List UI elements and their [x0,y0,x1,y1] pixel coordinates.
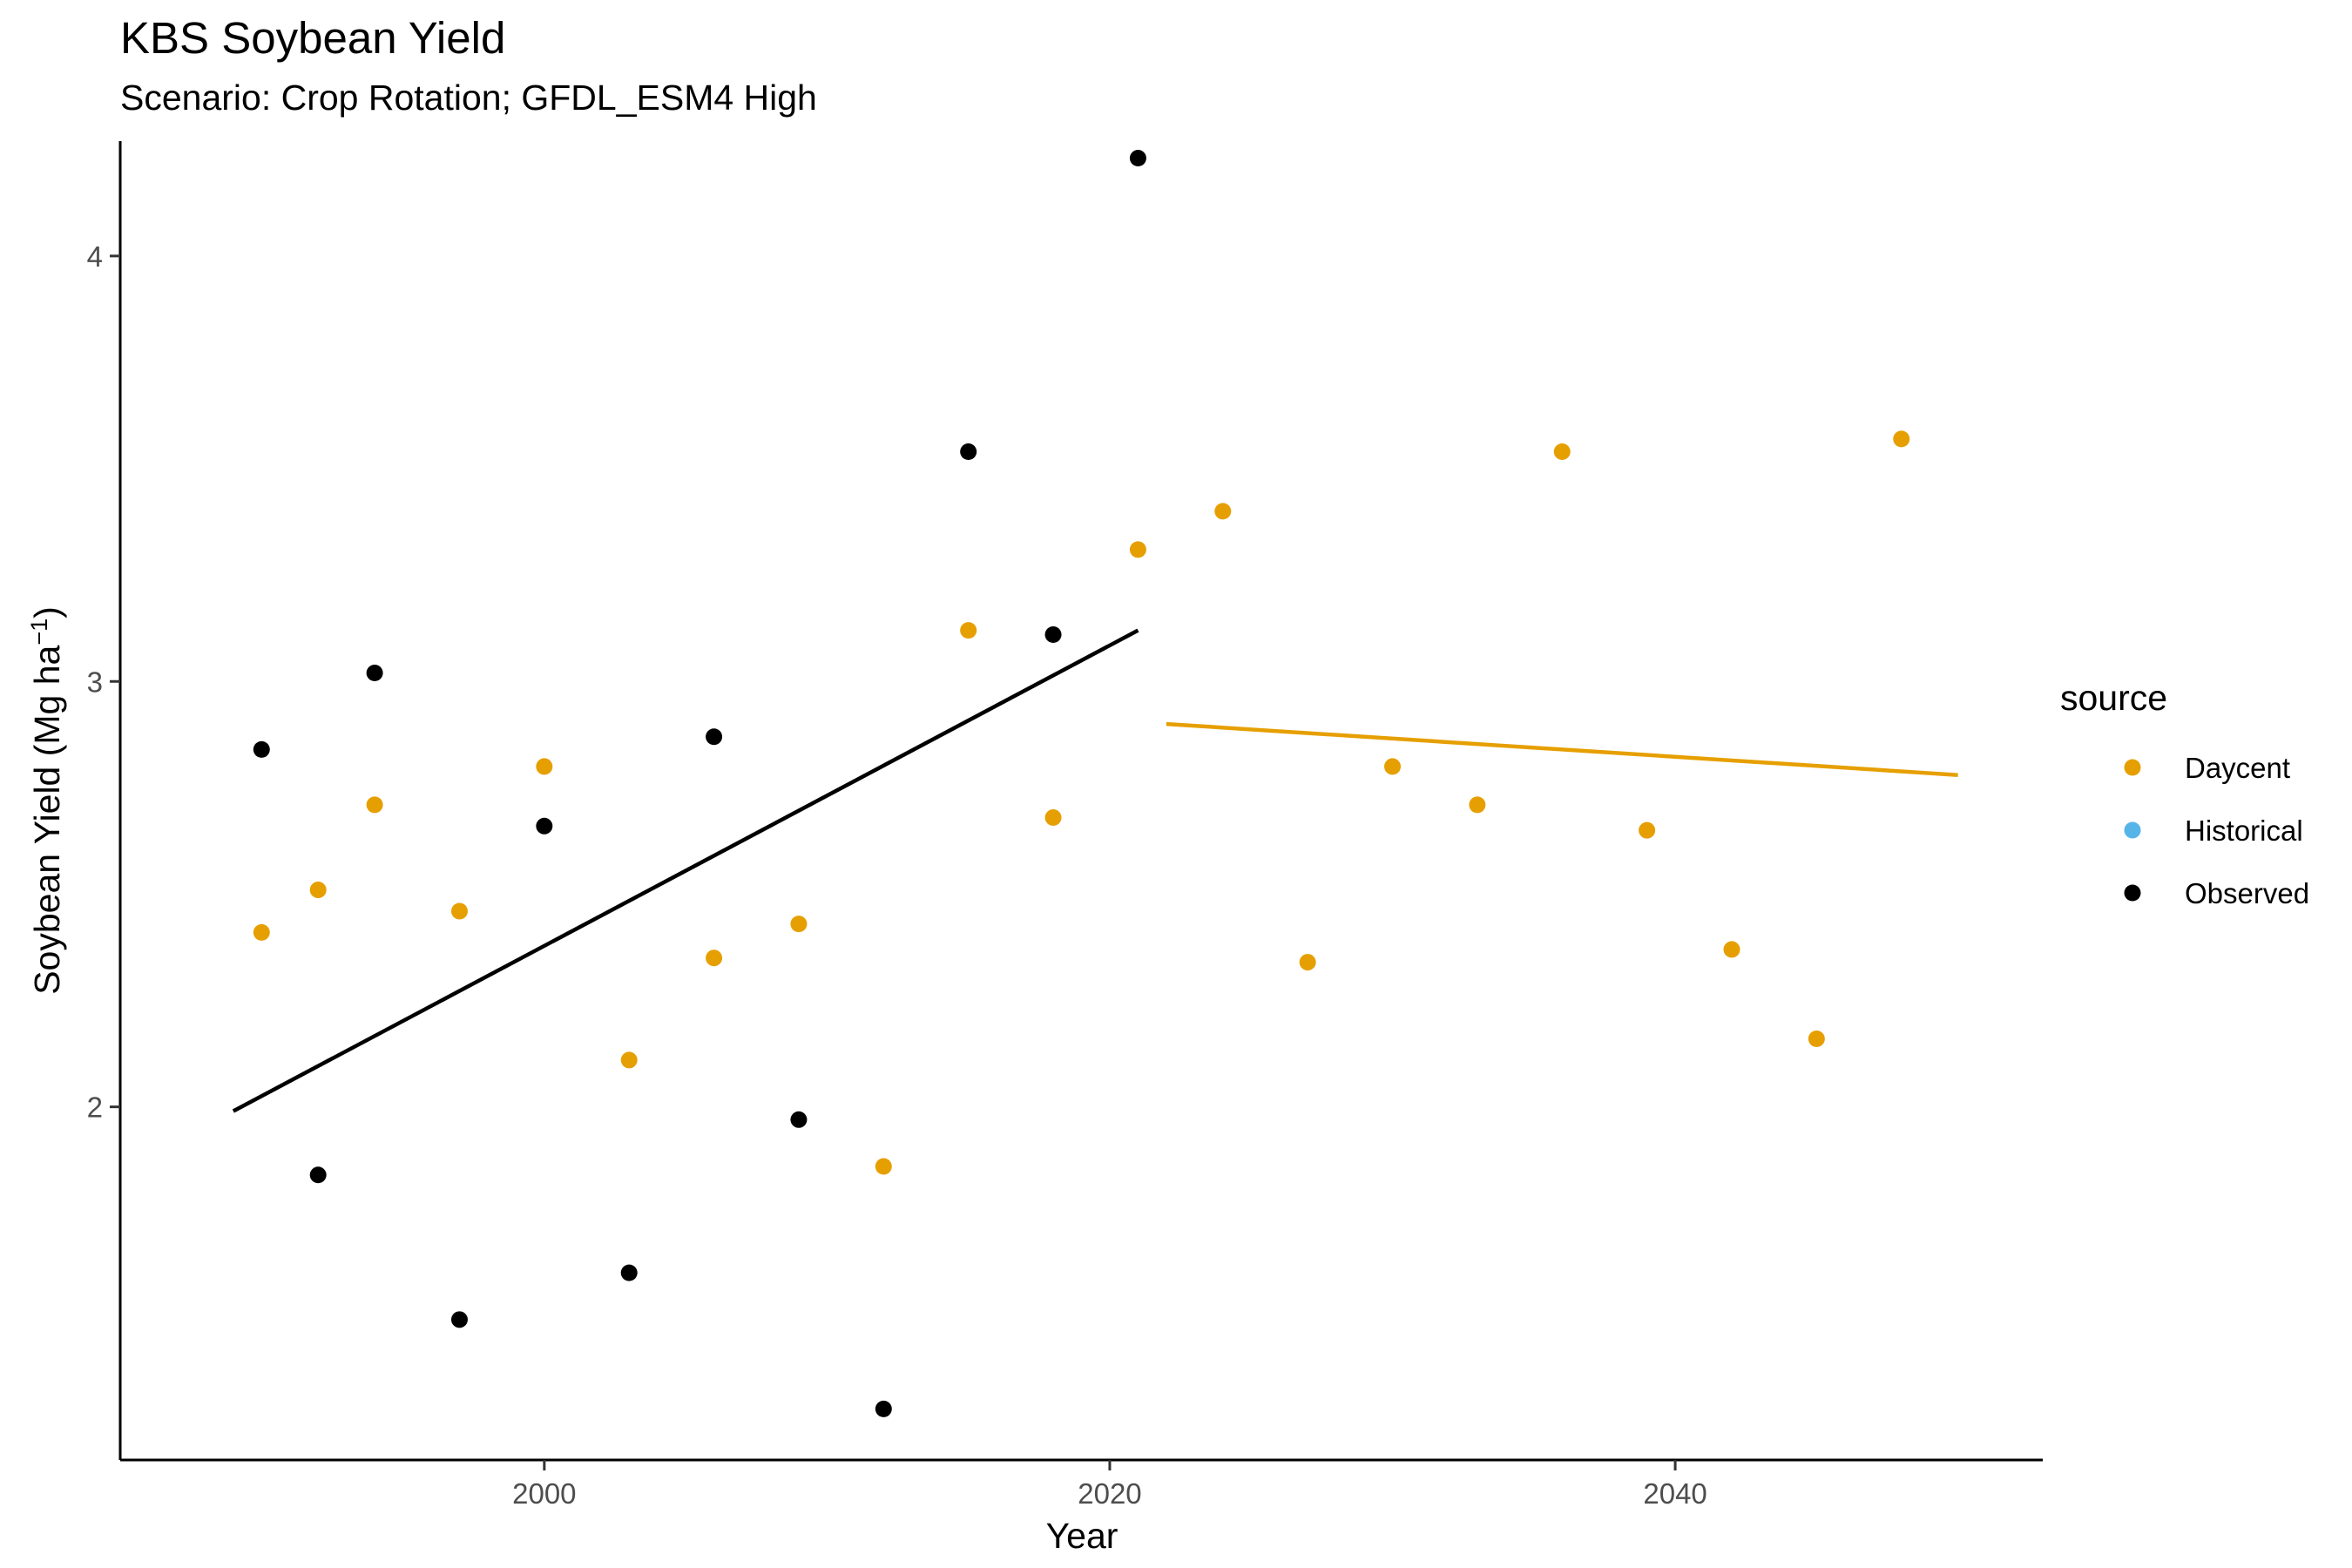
legend-label-historical: Historical [2185,814,2303,847]
y-axis-title-superscript: −1 [26,618,52,645]
daycent-point [960,622,977,639]
daycent-point [1044,809,1062,827]
legend-key-historical [2124,821,2141,839]
legend-label-daycent: Daycent [2185,752,2290,784]
daycent-point [253,923,270,941]
data-points [253,150,1910,1417]
x-axis-title: Year [1046,1516,1119,1556]
chart-subtitle: Scenario: Crop Rotation; GFDL_ESM4 High [120,78,817,118]
y-axis-title-main: Soybean Yield (Mg ha [27,645,67,994]
observed-point [366,664,383,681]
axes [118,141,2043,1462]
y-axis-title: Soybean Yield (Mg ha−1) [26,606,67,995]
daycent-point [1129,541,1146,558]
observed-point [790,1111,808,1128]
observed-trend-line [232,628,1139,1113]
observed-point [1044,626,1062,644]
observed-point [309,1166,327,1184]
daycent-point [620,1051,638,1069]
x-tick-label: 2020 [1078,1477,1141,1510]
observed-point [253,740,270,758]
x-tick-label: 2040 [1643,1477,1707,1510]
legend-entries: Daycent Historical Observed [2124,752,2309,909]
daycent-point [1214,503,1232,520]
daycent-trend-line [1166,721,1958,777]
observed-point [960,443,977,461]
legend-label-observed: Observed [2185,877,2309,909]
x-tick-label: 2000 [512,1477,576,1510]
observed-point [536,817,553,835]
daycent-point [1639,821,1656,839]
daycent-point [1384,758,1402,775]
chart-title: KBS Soybean Yield [120,13,506,63]
legend-key-daycent [2124,759,2141,776]
observed-point [1129,150,1146,167]
daycent-point [790,916,808,933]
daycent-point [1723,941,1740,958]
daycent-point [1299,954,1316,971]
legend: source Daycent Historical Observed [2060,678,2309,909]
observed-point [706,728,723,746]
daycent-point [536,758,553,775]
daycent-point [875,1158,892,1175]
y-axis-title-suffix: ) [27,606,67,618]
daycent-point [1469,796,1486,814]
y-tick-label: 4 [87,240,103,273]
y-tick-label: 3 [87,666,103,698]
daycent-point [366,796,383,814]
observed-point [620,1264,638,1281]
daycent-point [1553,443,1571,461]
daycent-point [450,902,468,920]
legend-title: source [2060,678,2167,718]
legend-key-observed [2124,884,2141,902]
y-tick-label: 2 [87,1092,103,1124]
observed-point [875,1400,892,1417]
daycent-point [1893,430,1910,448]
daycent-point [309,882,327,899]
ticks: 2000 2020 2040 2 3 4 [87,240,1707,1510]
observed-point [450,1311,468,1328]
daycent-point [706,950,723,967]
trend-lines [232,628,1958,1113]
daycent-point [1808,1030,1825,1047]
